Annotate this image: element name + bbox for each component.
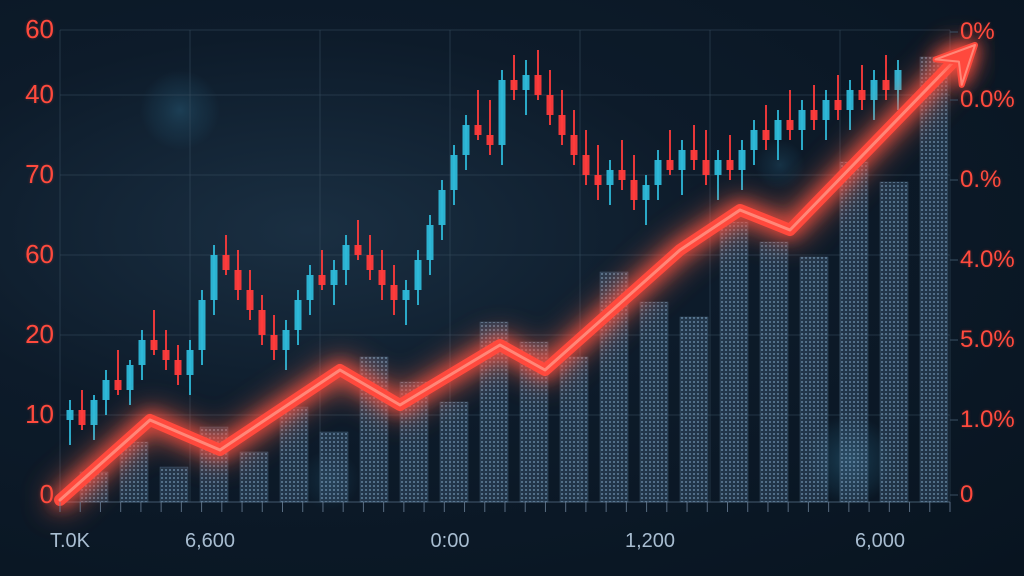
y-left-tick-label: 40	[4, 79, 54, 110]
y-right-tick-label: 1.0%	[960, 406, 1024, 434]
y-right-tick-label: 0%	[960, 18, 1024, 46]
y-right-tick-label: 0	[960, 481, 1024, 509]
y-left-tick-label: 60	[4, 14, 54, 45]
chart-svg	[0, 0, 1024, 576]
y-right-tick-label: 0.%	[960, 166, 1024, 194]
y-right-tick-label: 4.0%	[960, 246, 1024, 274]
y-left-tick-label: 20	[4, 319, 54, 350]
x-tick-label: 6,000	[840, 530, 920, 553]
y-left-tick-label: 70	[4, 159, 54, 190]
y-right-tick-label: 0.0%	[960, 86, 1024, 114]
financial-chart: 60 40 70 60 20 10 0 0% 0.0% 0.% 4.0% 5.0% 1.0% 0 T.0…	[0, 0, 1024, 576]
y-left-tick-label: 0	[4, 479, 54, 510]
x-tick-label: 0:00	[410, 530, 490, 553]
y-left-tick-label: 60	[4, 239, 54, 270]
x-tick-label: 6,600	[170, 530, 250, 553]
y-left-tick-label: 10	[4, 399, 54, 430]
x-tick-label: T.0K	[30, 530, 110, 553]
y-right-tick-label: 5.0%	[960, 326, 1024, 354]
x-tick-label: 1,200	[610, 530, 690, 553]
